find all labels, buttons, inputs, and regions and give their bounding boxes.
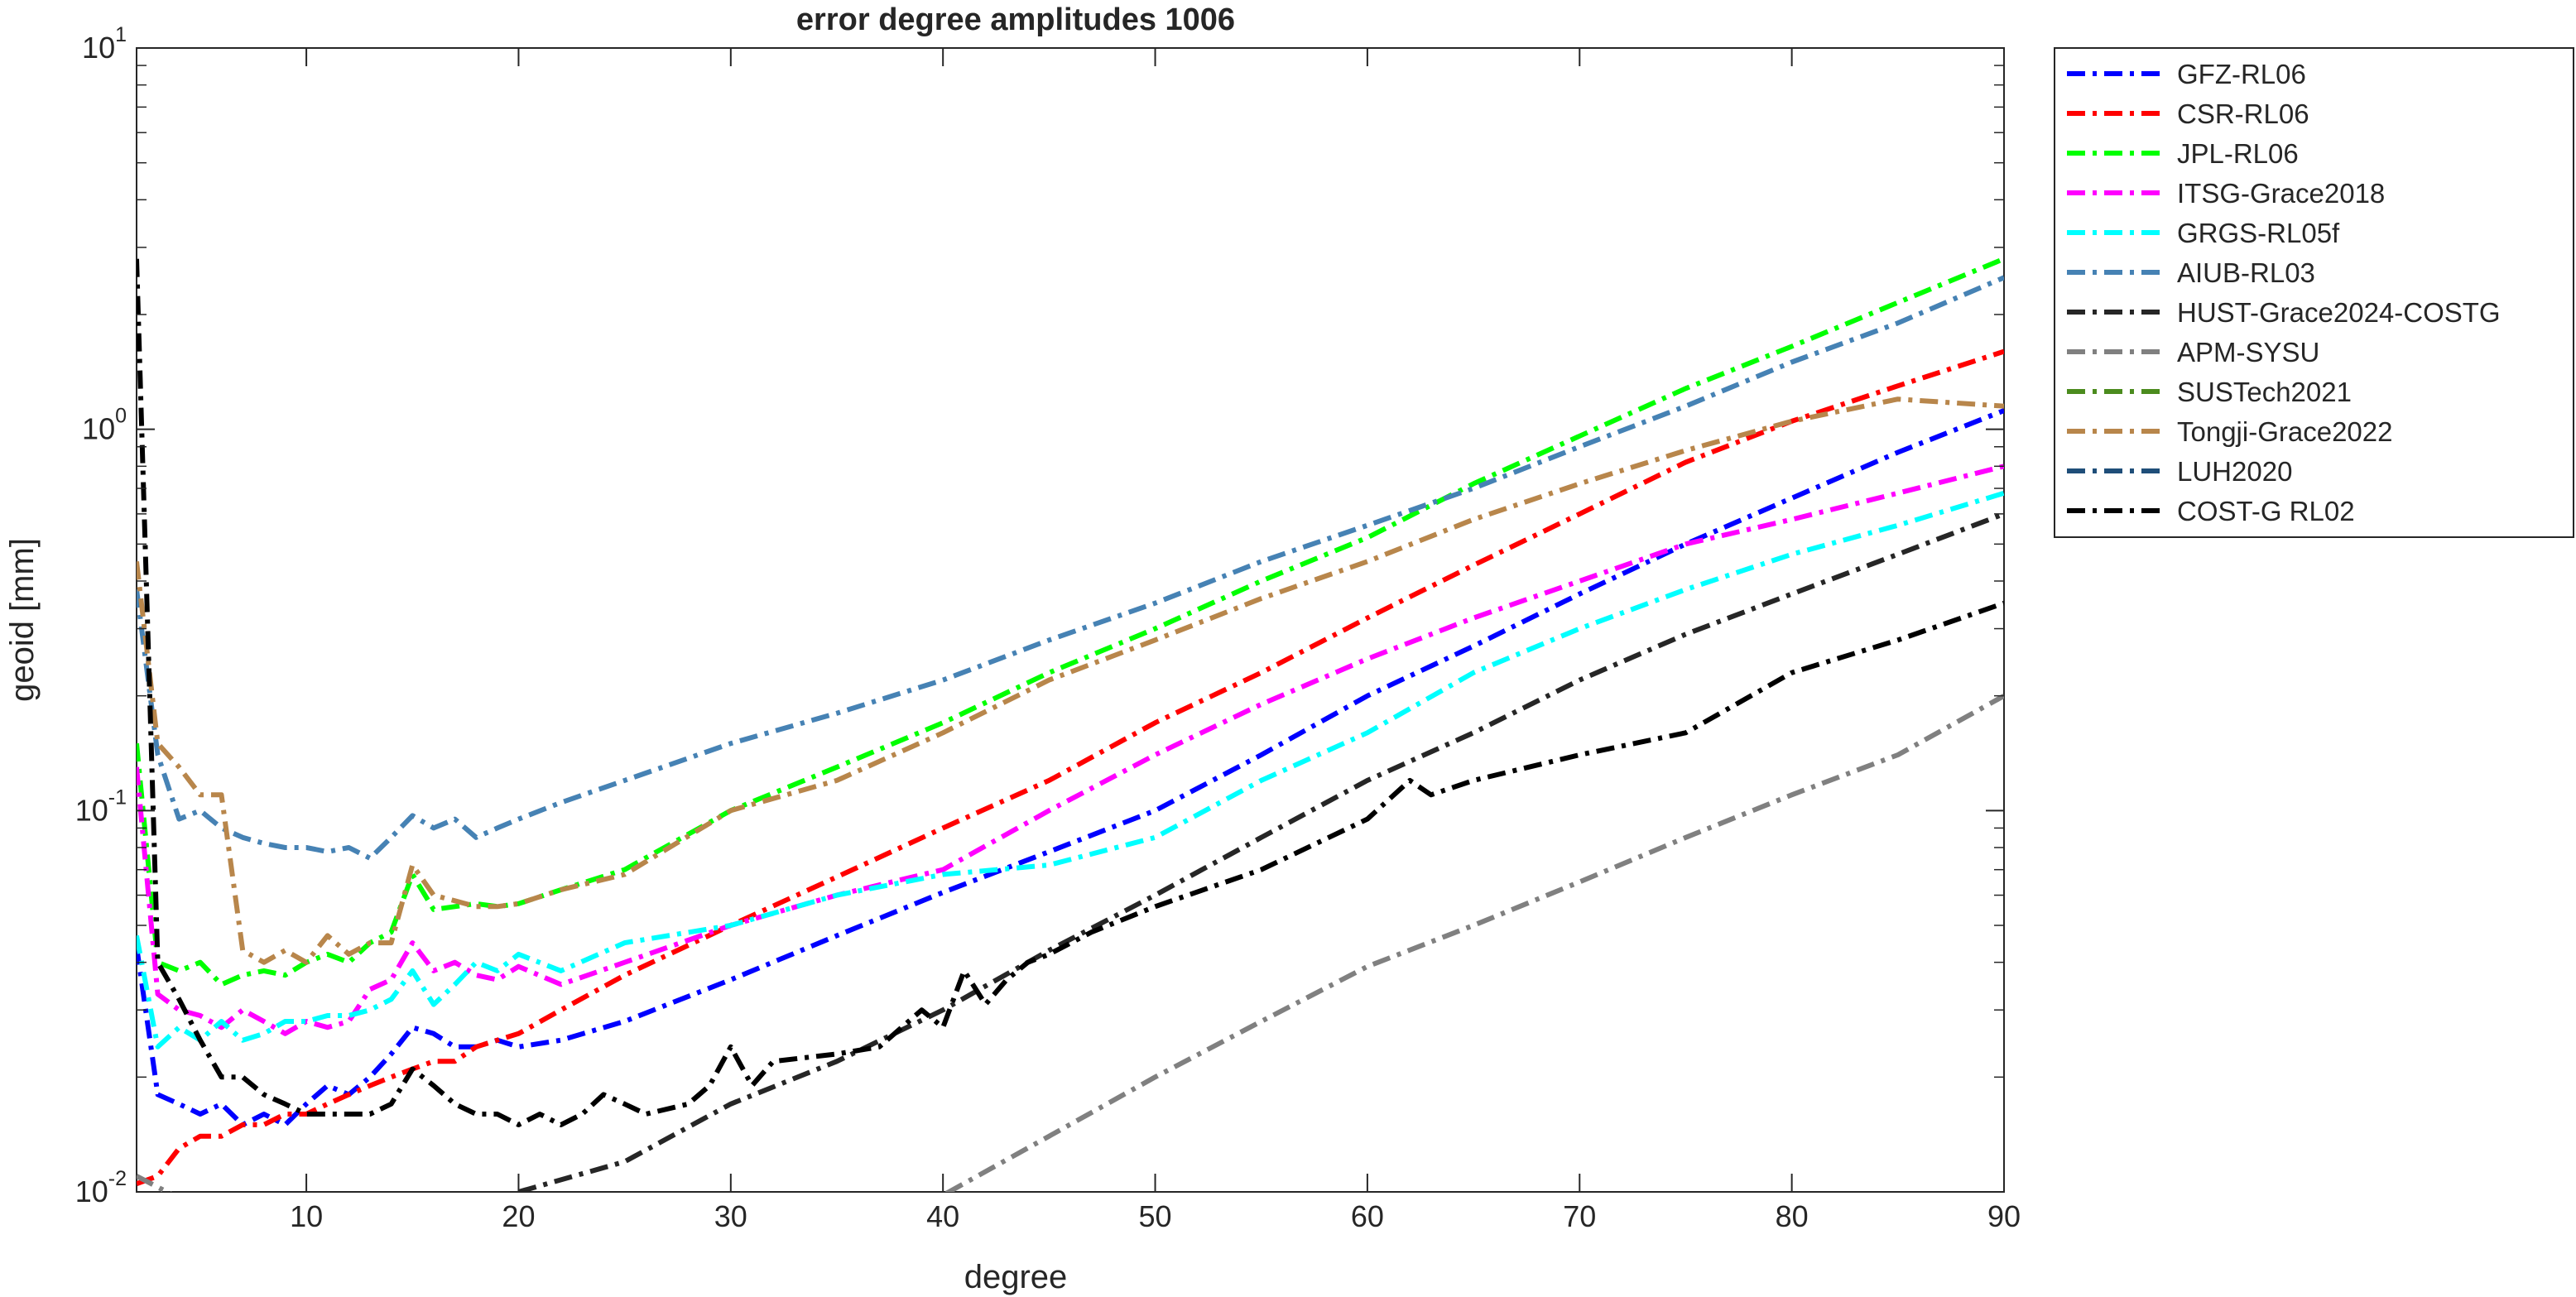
x-tick-label: 80 — [1776, 1199, 1809, 1233]
chart-title: error degree amplitudes 1006 — [796, 2, 1235, 37]
legend-label: COST-G RL02 — [2177, 496, 2355, 526]
x-axis-label: degree — [964, 1259, 1068, 1295]
y-tick-exponent: 1 — [115, 23, 127, 46]
x-tick-label: 90 — [1987, 1199, 2021, 1233]
y-tick-label: 10-1 — [75, 785, 127, 827]
y-axis-label: geoid [mm] — [4, 538, 41, 702]
y-tick-base: 10 — [75, 1175, 108, 1208]
series-line — [517, 512, 2004, 1192]
series-line — [137, 464, 2004, 1036]
legend-label: GFZ-RL06 — [2177, 59, 2306, 89]
legend: GFZ-RL06 CSR-RL06 JPL-RL06 ITSG-Grace2018 GR… — [2054, 47, 2574, 538]
x-tick-label: 50 — [1139, 1199, 1172, 1233]
series-line — [137, 348, 2004, 1187]
series-line — [137, 256, 2004, 987]
x-tick-label: 30 — [714, 1199, 747, 1233]
series-layer — [137, 256, 2004, 1192]
legend-label: ITSG-Grace2018 — [2177, 178, 2385, 209]
legend-label: LUH2020 — [2177, 456, 2292, 487]
legend-label: CSR-RL06 — [2177, 98, 2309, 129]
legend-label: HUST-Grace2024-COSTG — [2177, 297, 2501, 328]
x-tick-label: 70 — [1563, 1199, 1596, 1233]
series-line — [137, 396, 2004, 965]
plot-frame — [136, 47, 2005, 1193]
x-tick-label: 20 — [502, 1199, 535, 1233]
series-line — [137, 694, 2004, 1192]
y-tick-base: 10 — [75, 793, 108, 827]
series-line — [137, 275, 2004, 861]
y-tick-label: 100 — [82, 405, 127, 446]
x-tick-label: 10 — [290, 1199, 323, 1233]
y-tick-base: 10 — [82, 31, 115, 65]
y-tick-exponent: -2 — [108, 1167, 127, 1190]
y-tick-exponent: 0 — [115, 405, 127, 428]
legend-label: AIUB-RL03 — [2177, 257, 2315, 288]
legend-box — [2054, 47, 2574, 538]
x-tick-label: 60 — [1351, 1199, 1384, 1233]
legend-label: SUSTech2021 — [2177, 377, 2352, 407]
y-tick-base: 10 — [82, 412, 115, 446]
legend-label: Tongji-Grace2022 — [2177, 416, 2393, 447]
series-line — [137, 258, 2004, 1127]
legend-label: JPL-RL06 — [2177, 138, 2299, 169]
series-line — [137, 490, 2004, 1050]
legend-entries: GFZ-RL06 CSR-RL06 JPL-RL06 ITSG-Grace2018 GR… — [2067, 59, 2501, 526]
legend-label: APM-SYSU — [2177, 337, 2319, 367]
y-tick-exponent: -1 — [108, 785, 127, 809]
y-tick-label: 10-2 — [75, 1167, 127, 1208]
x-tick-label: 40 — [926, 1199, 959, 1233]
legend-label: GRGS-RL05f — [2177, 218, 2340, 248]
y-tick-label: 101 — [82, 23, 127, 65]
